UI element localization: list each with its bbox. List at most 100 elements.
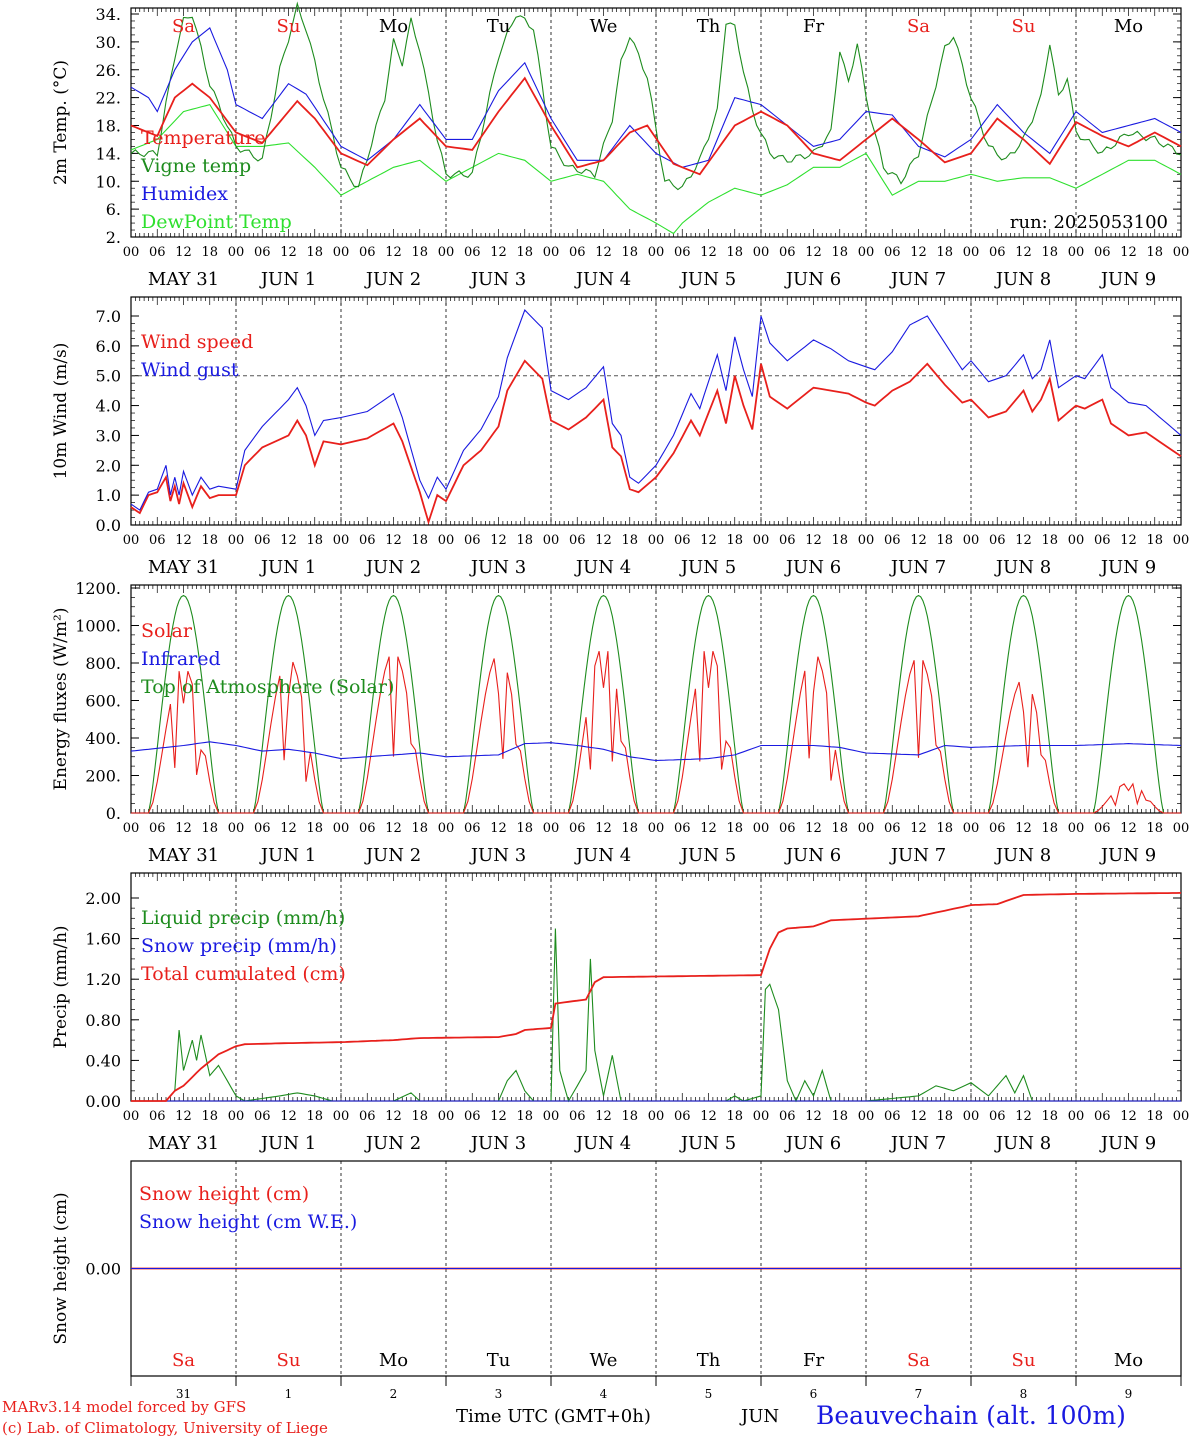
hour-tick-label: 00 [858,245,875,260]
y-tick-label: 0.80 [85,1011,121,1030]
y-tick-label: 6.0 [96,337,121,356]
hour-tick-label: 06 [359,821,376,836]
legend-entry: Snow height (cm) [139,1183,309,1205]
day-number-label: 9 [1125,1387,1133,1401]
hour-tick-label: 00 [1173,533,1190,548]
hour-tick-label: 06 [779,245,796,260]
hour-tick-label: 18 [621,1109,638,1124]
hour-tick-label: 06 [359,533,376,548]
hour-tick-label: 18 [306,1109,323,1124]
series-line-wind-gust [130,308,1182,511]
hour-tick-label: 06 [569,821,586,836]
hour-tick-label: 00 [228,1109,245,1124]
hour-tick-label: 18 [411,245,428,260]
day-number-label: 3 [495,1387,503,1401]
series-line-total-cumulated-cm- [131,892,1182,1102]
y-tick-label: 600. [85,692,121,711]
weekday-label: Mo [379,16,408,37]
day-label: JUN 7 [889,269,946,290]
hour-tick-label: 00 [648,245,665,260]
hour-tick-label: 12 [1015,245,1032,260]
hour-tick-label: 06 [779,1109,796,1124]
y-tick-label: 0. [106,804,121,823]
hour-tick-label: 12 [385,245,402,260]
day-label: MAY 31 [148,1133,219,1154]
hour-tick-label: 18 [621,245,638,260]
hour-tick-label: 18 [936,821,953,836]
day-label: JUN 1 [259,269,316,290]
legend-entry: Infrared [141,648,221,670]
hour-tick-label: 06 [1094,1109,1111,1124]
hour-tick-label: 00 [1068,821,1085,836]
hour-tick-label: 00 [1068,533,1085,548]
hour-tick-label: 06 [149,245,166,260]
series-line-dewpoint-temp [130,103,1182,235]
hour-tick-label: 06 [989,245,1006,260]
day-label: JUN 7 [889,1133,946,1154]
hour-tick-label: 18 [831,245,848,260]
legend-entry: Snow precip (mm/h) [141,935,337,957]
hour-tick-label: 18 [1146,821,1163,836]
day-number-label: 5 [705,1387,713,1401]
x-axis-title: Time UTC (GMT+0h) [456,1406,651,1427]
weekday-label: Sa [172,16,195,37]
y-tick-label: 3.0 [96,426,121,445]
hour-tick-label: 00 [123,245,140,260]
hour-tick-label: 00 [753,821,770,836]
hour-tick-label: 00 [123,1109,140,1124]
hour-tick-label: 00 [1173,245,1190,260]
hour-tick-label: 12 [1120,533,1137,548]
hour-tick-label: 18 [726,1109,743,1124]
hour-tick-label: 12 [385,533,402,548]
y-tick-label: 6. [106,200,121,219]
day-label: JUN 4 [574,557,631,578]
y-axis-title: 2m Temp. (°C) [51,60,71,185]
hour-tick-label: 12 [805,1109,822,1124]
weekday-label: We [590,1350,618,1371]
hour-tick-label: 12 [385,1109,402,1124]
legend-entry: DewPoint Temp [141,211,292,233]
hour-tick-label: 06 [464,245,481,260]
hour-tick-label: 00 [438,533,455,548]
hour-tick-label: 12 [490,533,507,548]
hour-tick-label: 18 [831,1109,848,1124]
day-number-label: 2 [390,1387,398,1401]
hour-tick-label: 00 [543,1109,560,1124]
y-tick-label: 200. [85,767,121,786]
month-label: JUN [741,1406,780,1427]
weekday-label: We [590,16,618,37]
day-label: JUN 4 [574,1133,631,1154]
hour-tick-label: 06 [779,821,796,836]
hour-tick-label: 00 [228,533,245,548]
day-label: JUN 4 [574,845,631,866]
hour-tick-label: 18 [936,533,953,548]
day-label: JUN 6 [784,1133,841,1154]
hour-tick-label: 12 [595,245,612,260]
hour-tick-label: 12 [280,821,297,836]
credit-line-2: (c) Lab. of Climatology, University of L… [2,1419,328,1437]
hour-tick-label: 12 [1015,533,1032,548]
y-axis-title: Precip (mm/h) [51,925,71,1048]
hour-tick-label: 12 [1120,821,1137,836]
hour-tick-label: 12 [175,245,192,260]
weekday-label: Su [277,16,301,37]
weekday-label: Su [1012,1350,1036,1371]
hour-tick-label: 00 [963,245,980,260]
day-label: JUN 1 [259,1133,316,1154]
weekday-label: Th [697,16,721,37]
y-tick-label: 14. [96,144,121,163]
weekday-label: Su [277,1350,301,1371]
weekday-label: Mo [379,1350,408,1371]
hour-tick-label: 06 [1094,821,1111,836]
y-tick-label: 0.40 [85,1051,121,1070]
hour-tick-label: 06 [569,533,586,548]
weekday-label: Sa [907,16,930,37]
day-label: JUN 8 [994,845,1051,866]
day-label: MAY 31 [148,845,219,866]
weekday-label: Fr [803,1350,824,1371]
hour-tick-label: 06 [569,1109,586,1124]
y-axis-title: 10m Wind (m/s) [51,343,71,480]
hour-tick-label: 06 [884,245,901,260]
day-label: JUN 9 [1099,557,1156,578]
hour-tick-label: 18 [411,821,428,836]
